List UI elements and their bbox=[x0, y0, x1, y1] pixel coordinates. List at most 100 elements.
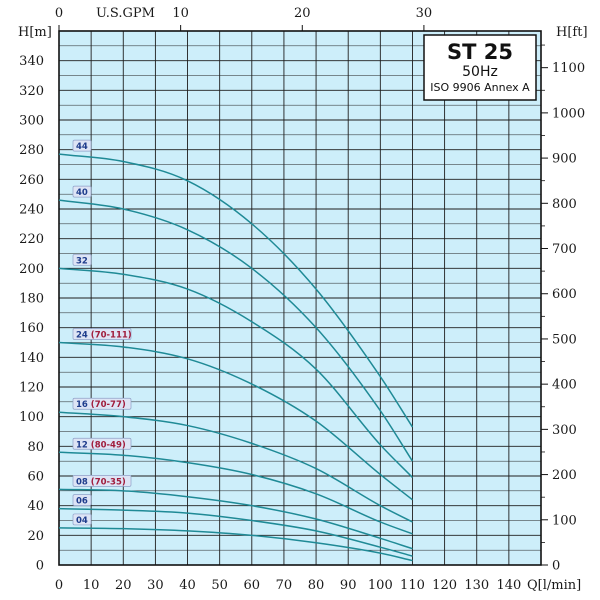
y-tick-label: 340 bbox=[19, 54, 44, 69]
x-tick-label: 50 bbox=[211, 578, 228, 593]
curve-stage-08 bbox=[58, 488, 413, 550]
x-tick-label: 60 bbox=[244, 578, 261, 593]
stage-label-text: 40 bbox=[76, 188, 88, 198]
stage-label-box bbox=[72, 185, 92, 198]
stage-label-08: 08 (70-35) bbox=[72, 475, 132, 487]
right-tick-label: 800 bbox=[552, 197, 577, 212]
y-tick-label: 260 bbox=[19, 173, 44, 188]
x-tick-label: 100 bbox=[368, 578, 393, 593]
x-tick-label: 20 bbox=[115, 578, 132, 593]
stage-label-box bbox=[72, 397, 132, 410]
y-tick-label: 180 bbox=[19, 292, 44, 307]
right-tick-label: 900 bbox=[552, 152, 577, 167]
x-tick-label: 120 bbox=[432, 578, 457, 593]
stage-count: 32 bbox=[76, 256, 88, 266]
y-tick-label: 240 bbox=[19, 203, 44, 218]
grid-lines bbox=[58, 30, 542, 566]
stage-count: 40 bbox=[76, 188, 88, 198]
y-tick-label: 220 bbox=[19, 232, 44, 247]
stage-count: 24 bbox=[76, 331, 88, 341]
right-tick-label: 200 bbox=[552, 468, 577, 483]
x-tick-label: 80 bbox=[308, 578, 325, 593]
stage-count: 16 bbox=[76, 400, 88, 410]
info-box: ST 25 50Hz ISO 9906 Annex A bbox=[423, 34, 537, 101]
stage-label-text: 32 bbox=[76, 256, 88, 266]
stage-labels: 44 40 32 24 (70-111) 16 (70-77) 12 (80-49) 08 … bbox=[72, 139, 132, 526]
top-tick-label: 30 bbox=[416, 6, 433, 21]
stage-count: 44 bbox=[76, 142, 88, 152]
right-tick-label: 100 bbox=[552, 513, 577, 528]
stage-label-text: 44 bbox=[76, 142, 88, 152]
x-axis-label-bottom: Q[l/min] bbox=[527, 578, 581, 593]
x-tick-label: 110 bbox=[400, 578, 425, 593]
y-tick-label: 40 bbox=[27, 499, 44, 514]
curve-stage-24 bbox=[58, 341, 413, 501]
x-tick-label: 30 bbox=[147, 578, 164, 593]
x-tick-label: 70 bbox=[276, 578, 293, 593]
stage-label-16: 16 (70-77) bbox=[72, 397, 132, 410]
top-tick-label: 0 bbox=[55, 6, 63, 21]
stage-label-box bbox=[72, 437, 132, 450]
stage-label-40: 40 bbox=[72, 185, 92, 198]
stage-count: 12 bbox=[76, 440, 88, 450]
stage-label-text: 12 (80-49) bbox=[76, 440, 126, 450]
axis-ticks: 0 10 20 30 40 50 60 70 80 90 100 110 120 130 140020406… bbox=[19, 6, 585, 593]
right-tick-label: 600 bbox=[552, 287, 577, 302]
y-axis-label-right: H[ft] bbox=[556, 25, 588, 40]
y-tick-label: 80 bbox=[27, 440, 44, 455]
stage-label-box bbox=[72, 139, 92, 152]
performance-curves bbox=[58, 153, 414, 562]
curve-stage-32 bbox=[58, 267, 414, 479]
right-tick-label: 1100 bbox=[552, 61, 585, 76]
y-tick-label: 320 bbox=[19, 84, 44, 99]
standard-label: ISO 9906 Annex A bbox=[430, 81, 530, 94]
y-tick-label: 280 bbox=[19, 143, 44, 158]
curve-stage-06 bbox=[58, 507, 413, 557]
curve-stage-16 bbox=[58, 411, 413, 523]
stage-label-12: 12 (80-49) bbox=[72, 437, 132, 450]
stage-label-text: 04 bbox=[76, 516, 88, 526]
curve-stage-44 bbox=[58, 153, 414, 428]
stage-label-32: 32 bbox=[72, 253, 92, 266]
stage-label-box bbox=[72, 328, 132, 340]
curve-stage-04 bbox=[58, 527, 413, 562]
y-tick-label: 300 bbox=[19, 114, 44, 129]
stage-range: (70-77) bbox=[88, 400, 126, 410]
y-axis-label-left: H[m] bbox=[18, 25, 52, 40]
y-tick-label: 120 bbox=[19, 381, 44, 396]
stage-range: (80-49) bbox=[88, 440, 126, 450]
stage-label-04: 04 bbox=[72, 513, 92, 526]
x-tick-label: 90 bbox=[340, 578, 357, 593]
x-tick-label: 10 bbox=[83, 578, 100, 593]
frequency-label: 50Hz bbox=[462, 64, 498, 80]
stage-count: 04 bbox=[76, 516, 88, 526]
stage-label-box bbox=[72, 475, 132, 487]
right-tick-label: 0 bbox=[552, 559, 560, 574]
right-tick-label: 700 bbox=[552, 242, 577, 257]
info-box-frame bbox=[423, 34, 537, 101]
right-tick-label: 300 bbox=[552, 423, 577, 438]
y-tick-label: 100 bbox=[19, 410, 44, 425]
stage-label-text: 16 (70-77) bbox=[76, 400, 126, 410]
stage-label-44: 44 bbox=[72, 139, 92, 152]
y-tick-label: 60 bbox=[27, 470, 44, 485]
x-tick-label: 130 bbox=[464, 578, 489, 593]
stage-label-text: 24 (70-111) bbox=[76, 331, 132, 341]
y-tick-label: 140 bbox=[19, 351, 44, 366]
x-tick-label: 0 bbox=[55, 578, 63, 593]
x-tick-label: 140 bbox=[496, 578, 521, 593]
y-tick-label: 200 bbox=[19, 262, 44, 277]
stage-label-box bbox=[72, 494, 92, 506]
x-axis-label-top: U.S.GPM bbox=[96, 6, 155, 21]
stage-count: 06 bbox=[76, 497, 88, 507]
top-tick-label: 20 bbox=[294, 6, 311, 21]
right-tick-label: 1000 bbox=[552, 106, 585, 121]
stage-label-24: 24 (70-111) bbox=[72, 328, 132, 341]
stage-label-text: 08 (70-35) bbox=[76, 477, 126, 487]
stage-label-06: 06 bbox=[72, 494, 92, 507]
curve-stage-12 bbox=[58, 451, 413, 535]
right-tick-label: 400 bbox=[552, 378, 577, 393]
stage-label-box bbox=[72, 513, 92, 526]
x-tick-label: 40 bbox=[179, 578, 196, 593]
